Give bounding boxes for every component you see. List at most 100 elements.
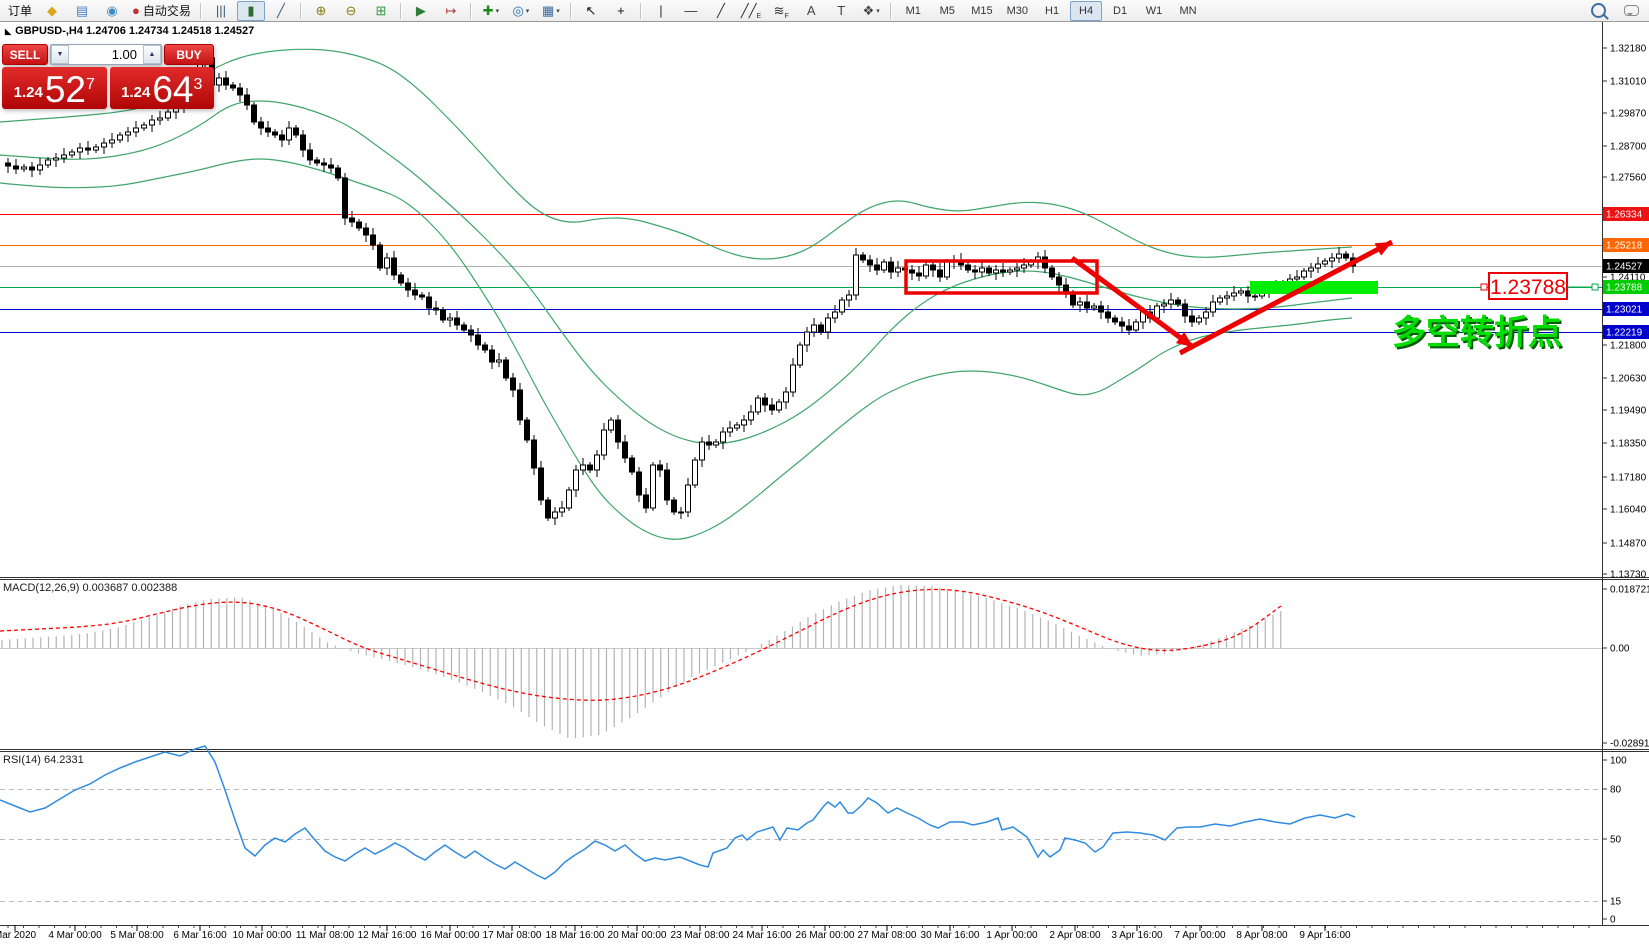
templates-icon-dropdown[interactable]: ▾ <box>556 7 560 15</box>
macd-signal-line <box>0 588 1282 701</box>
tile-windows-icon: ⊞ <box>375 3 387 18</box>
timeframe-m15-button[interactable]: M15 <box>971 4 993 17</box>
svg-text:6 Mar 16:00: 6 Mar 16:00 <box>173 930 227 941</box>
timeframe-m5-button[interactable]: M5 <box>939 4 955 17</box>
svg-text:17 Mar 08:00: 17 Mar 08:00 <box>483 930 542 941</box>
bollinger-upper-band <box>0 48 1353 260</box>
trendline-icon[interactable]: ╱ <box>707 1 735 21</box>
timeframe-m1-button[interactable]: M1 <box>905 4 921 17</box>
timeframe-w1-button[interactable]: W1 <box>1145 4 1163 17</box>
new-order-icon[interactable]: ◆ <box>38 1 66 21</box>
svg-text:1.25218: 1.25218 <box>1606 241 1643 252</box>
toolbar-separator <box>469 2 472 19</box>
svg-text:0.018721: 0.018721 <box>1610 585 1649 596</box>
volume-increase-button[interactable]: ▲ <box>143 45 161 64</box>
zoom-in-icon[interactable]: ⊕ <box>307 1 335 21</box>
svg-text:20 Mar 00:00: 20 Mar 00:00 <box>608 930 667 941</box>
auto-trading-button[interactable]: ● 自动交易 <box>128 1 195 21</box>
fibonacci-icon[interactable]: ≋ F <box>767 1 795 21</box>
text-label-icon[interactable]: T <box>827 1 855 21</box>
bollinger-lower-band <box>0 158 1353 540</box>
add-indicator-icon: ✚ <box>482 3 494 18</box>
fibonacci-icon-letter: F <box>784 12 789 20</box>
svg-text:80: 80 <box>1610 785 1622 796</box>
chart-window-icon[interactable]: ▤ <box>68 1 96 21</box>
svg-text:1.23788: 1.23788 <box>1606 283 1643 294</box>
volume-value[interactable]: 1.00 <box>111 47 137 62</box>
buy-price-button[interactable]: 1.24 64 3 <box>109 67 214 109</box>
signals-icon[interactable]: ◉ <box>98 1 126 21</box>
volume-decrease-button[interactable]: ▼ <box>51 45 69 64</box>
orders-button[interactable]: 订单 <box>1 1 36 21</box>
price-flag-1-23788[interactable]: 1.23788 <box>1480 272 1599 300</box>
new-order-icon: ◆ <box>47 3 58 18</box>
svg-text:10 Mar 00:00: 10 Mar 00:00 <box>233 930 292 941</box>
chart-shift-icon[interactable]: ↦ <box>437 1 465 21</box>
crosshair-icon[interactable]: + <box>607 1 635 21</box>
vertical-line-icon: | <box>659 3 663 18</box>
candlestick-chart-icon[interactable]: ▮ <box>236 0 265 21</box>
equidistant-channel-icon: ╱╱ <box>740 3 757 18</box>
chat-button[interactable] <box>1617 1 1645 21</box>
horizontal-line-icon[interactable]: — <box>677 1 705 21</box>
svg-text:3 Apr 16:00: 3 Apr 16:00 <box>1111 930 1163 941</box>
time-axis[interactable]: Mar 2020 4 Mar 00:00 5 Mar 08:00 6 Mar 16:0… <box>0 925 1590 941</box>
chart-annotations[interactable] <box>904 239 1394 356</box>
line-chart-icon[interactable]: ╱ <box>267 1 295 21</box>
svg-text:5 Mar 08:00: 5 Mar 08:00 <box>110 930 164 941</box>
candlesticks <box>5 51 1356 525</box>
search-button[interactable] <box>1584 1 1612 21</box>
cursor-icon[interactable]: ↖ <box>577 1 605 21</box>
rsi-line <box>0 745 1356 880</box>
templates-icon: ▦ <box>541 3 555 18</box>
timeframe-h4-button[interactable]: H4 <box>1070 0 1103 21</box>
svg-text:1.29870: 1.29870 <box>1610 109 1647 120</box>
templates-icon[interactable]: ▦ ▾ <box>537 1 565 21</box>
auto-trading-button-label: 自动交易 <box>142 4 191 18</box>
svg-text:0.00: 0.00 <box>1610 644 1630 655</box>
chart-symbol-icon: ◣ <box>5 26 12 36</box>
svg-text:1.24110: 1.24110 <box>1610 273 1646 284</box>
price-axis[interactable]: 1.32180 1.31010 1.29870 1.28700 1.27560 1.241… <box>1602 44 1649 581</box>
chart-window-icon: ▤ <box>75 3 89 18</box>
auto-scroll-icon[interactable]: ▶ <box>407 1 435 21</box>
periods-icon: ◎ <box>512 3 524 18</box>
top-toolbar: 订单 ◆ ▤ ◉ ● 自动交易 ||| ▮ ╱ ⊕ ⊖ ⊞ ▶ ↦ ✚ ▾ ◎ ▾ ▦ ▾ ↖ + | — ╱ ╱╱ E ≋ F A T ❖ ▾… <box>0 0 1649 22</box>
zoom-out-icon[interactable]: ⊖ <box>337 1 365 21</box>
svg-text:11 Mar 08:00: 11 Mar 08:00 <box>296 930 355 941</box>
buy-price-sup: 3 <box>193 76 203 93</box>
svg-text:27 Mar 08:00: 27 Mar 08:00 <box>858 930 917 941</box>
symbol-ohlc-text: GBPUSD-,H4 1.24706 1.24734 1.24518 1.245… <box>15 25 255 37</box>
arrows-icon-dropdown[interactable]: ▾ <box>876 7 880 15</box>
bar-chart-icon[interactable]: ||| <box>207 1 235 21</box>
timeframe-d1-button[interactable]: D1 <box>1113 4 1128 17</box>
buy-button[interactable]: BUY <box>164 44 214 65</box>
periods-icon[interactable]: ◎ ▾ <box>507 1 535 21</box>
svg-text:1.17180: 1.17180 <box>1610 473 1647 484</box>
text-icon[interactable]: A <box>797 1 825 21</box>
svg-text:1.24527: 1.24527 <box>1606 262 1643 273</box>
add-indicator-icon[interactable]: ✚ ▾ <box>477 1 505 21</box>
timeframe-m30-button[interactable]: M30 <box>1006 4 1029 17</box>
sell-button[interactable]: SELL <box>2 44 48 65</box>
equidistant-channel-icon[interactable]: ╱╱ E <box>737 1 765 21</box>
arrows-icon[interactable]: ❖ ▾ <box>857 1 885 21</box>
one-click-trading-panel: SELL ▼ 1.00 ▲ BUY 1.24 52 7 1.24 64 3 <box>2 44 214 109</box>
sell-price-button[interactable]: 1.24 52 7 <box>2 67 107 109</box>
add-indicator-icon-dropdown[interactable]: ▾ <box>495 7 500 15</box>
text-label-icon: T <box>837 3 846 18</box>
periods-icon-dropdown[interactable]: ▾ <box>525 7 530 15</box>
timeframe-mn-button[interactable]: MN <box>1179 4 1197 17</box>
svg-text:26 Mar 00:00: 26 Mar 00:00 <box>796 930 855 941</box>
buy-price-prefix: 1.24 <box>121 84 151 101</box>
svg-text:1.22219: 1.22219 <box>1606 328 1643 339</box>
green-support-zone <box>1250 281 1378 294</box>
tile-windows-icon[interactable]: ⊞ <box>367 1 395 21</box>
zoom-in-icon: ⊕ <box>315 3 327 18</box>
chat-icon <box>1623 5 1639 16</box>
timeframe-h1-button[interactable]: H1 <box>1045 4 1060 17</box>
orders-button-label: 订单 <box>8 4 33 18</box>
vertical-line-icon[interactable]: | <box>647 1 675 21</box>
